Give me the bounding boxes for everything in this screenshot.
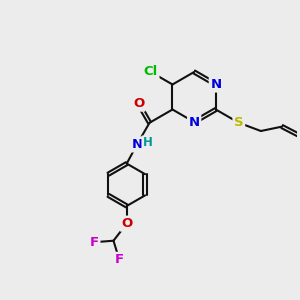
Text: N: N — [131, 138, 142, 151]
Text: F: F — [115, 254, 124, 266]
Text: O: O — [133, 97, 144, 110]
Text: Cl: Cl — [144, 65, 158, 79]
Text: H: H — [142, 136, 152, 149]
Text: O: O — [121, 217, 132, 230]
Text: N: N — [210, 78, 221, 91]
Text: N: N — [189, 116, 200, 128]
Text: S: S — [234, 116, 244, 129]
Text: F: F — [90, 236, 99, 249]
